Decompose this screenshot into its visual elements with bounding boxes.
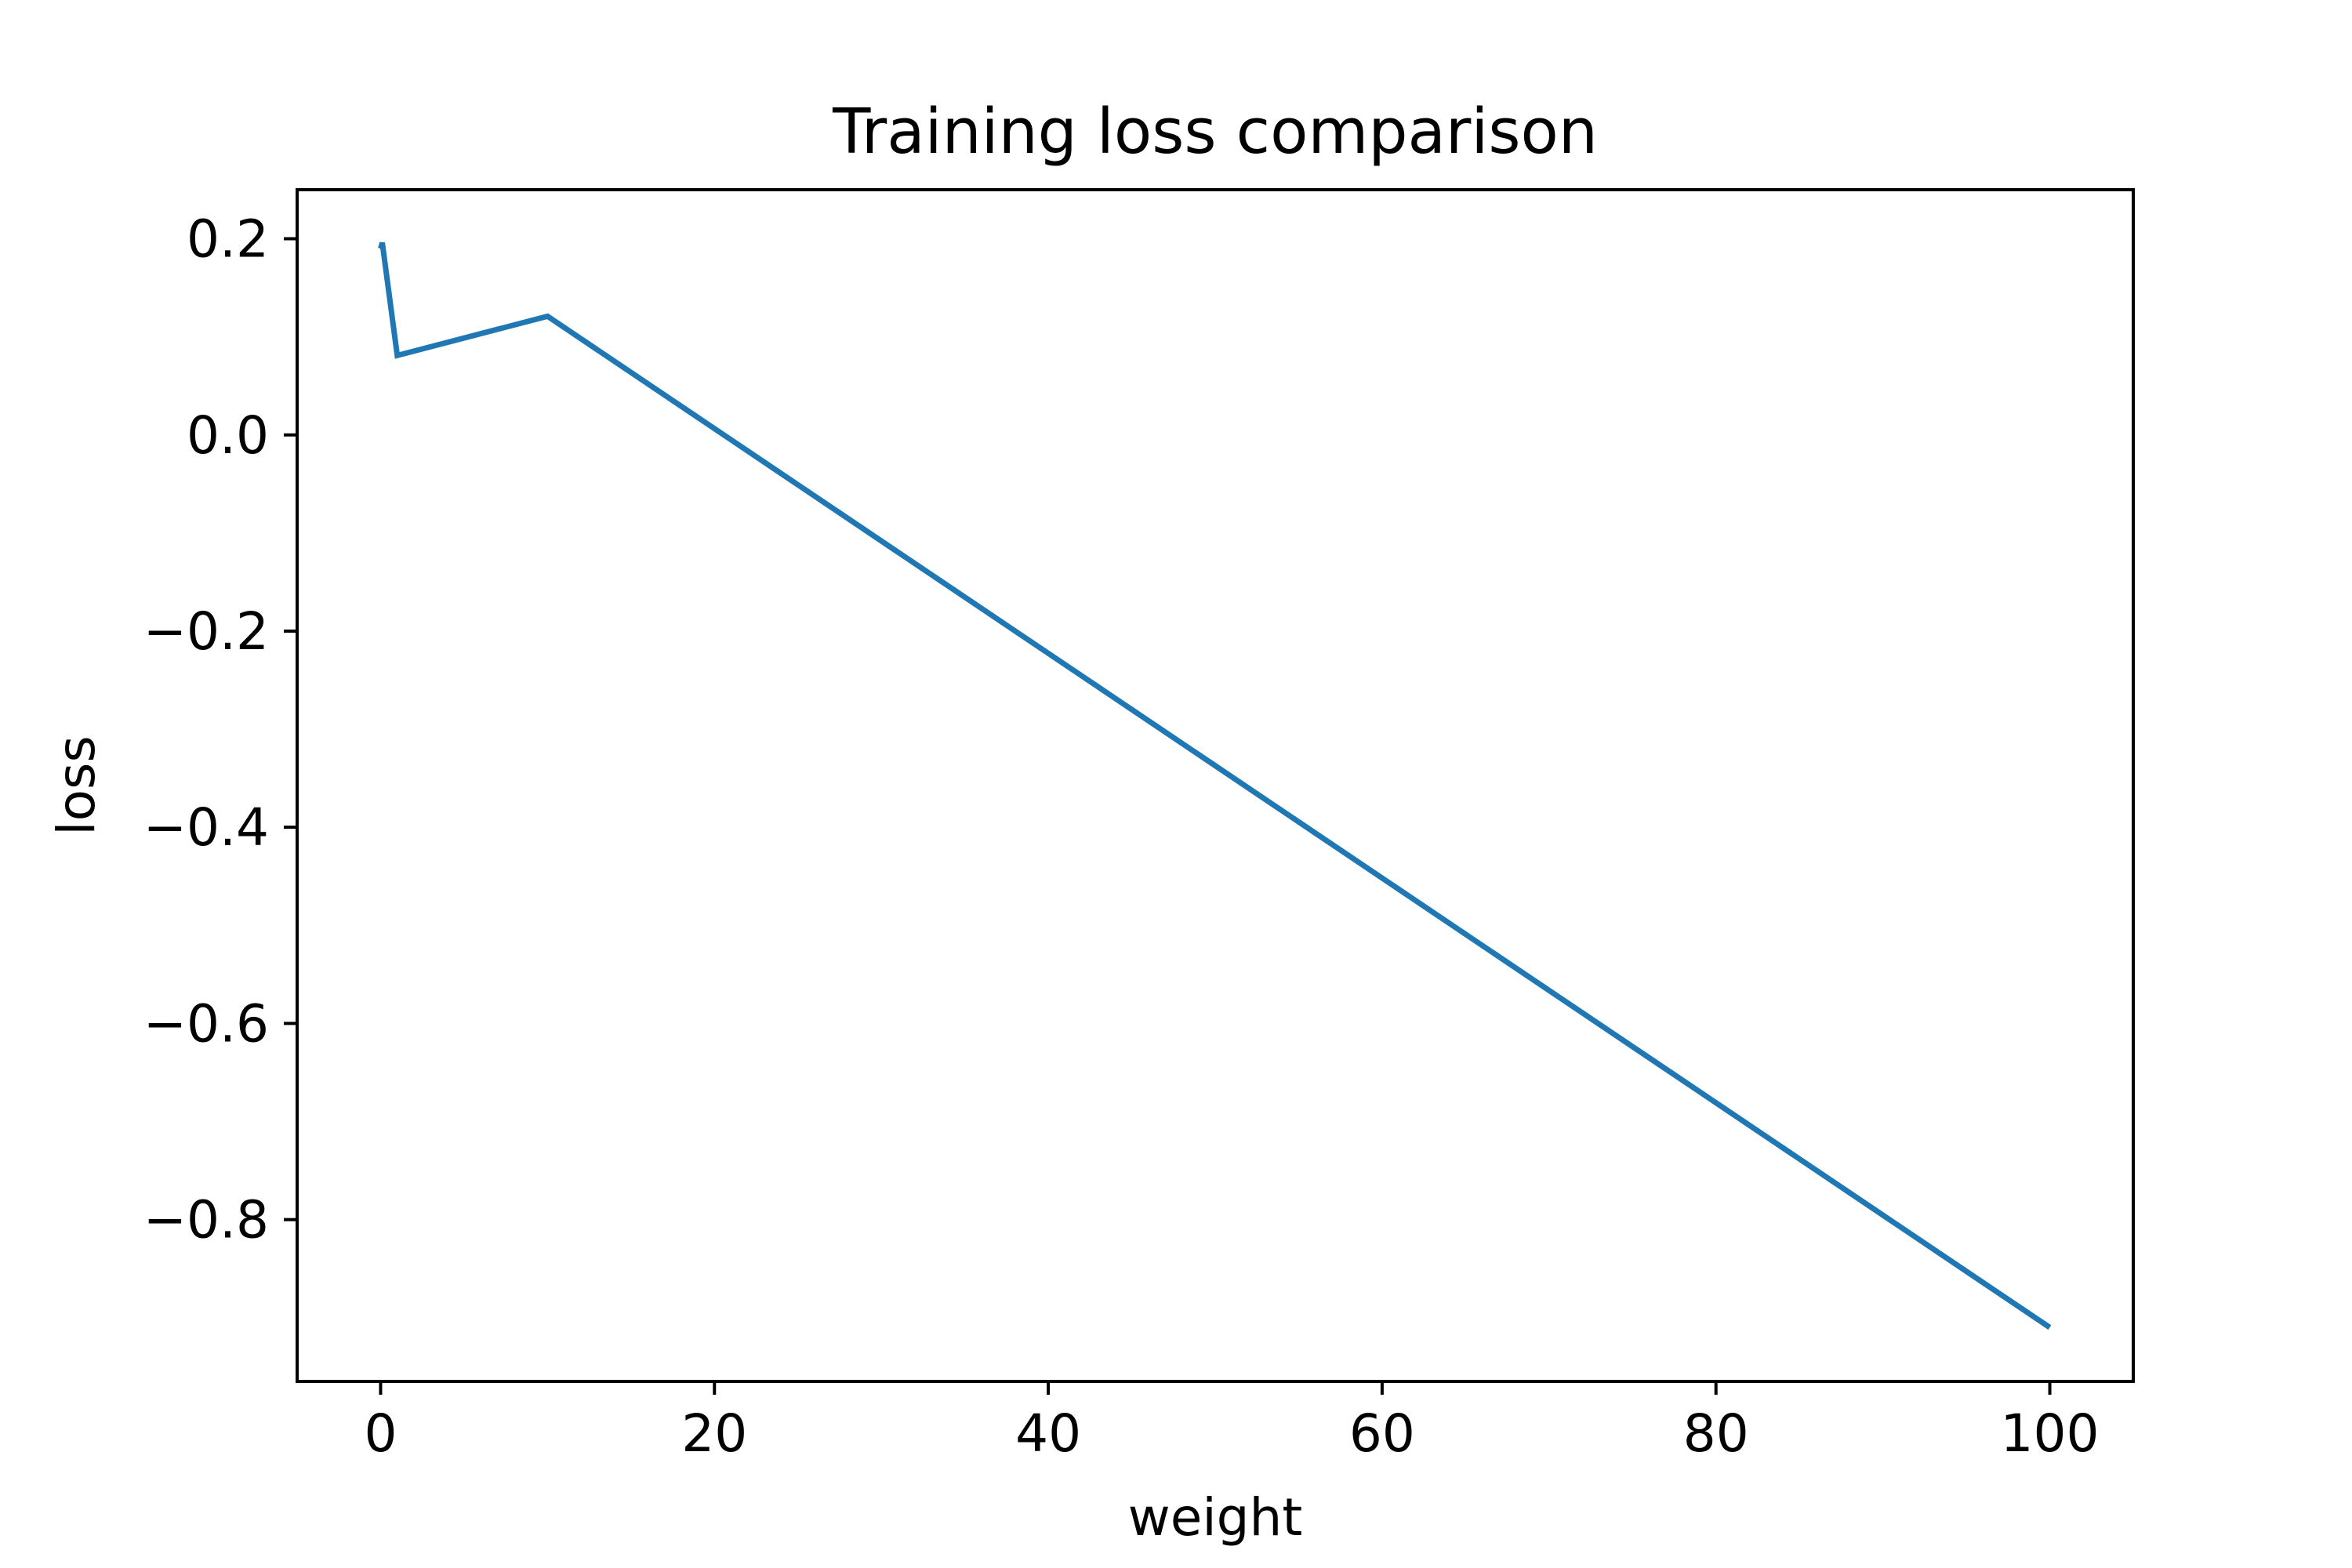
y-tick-label: −0.8 [143, 1190, 269, 1250]
x-tick-label: 60 [1349, 1403, 1415, 1464]
y-tick-label: 0.2 [187, 209, 269, 270]
x-tick-label: 0 [364, 1403, 397, 1464]
plot-area [378, 241, 2052, 1330]
y-tick-label: −0.6 [143, 993, 269, 1054]
axes-frame [296, 188, 2135, 1383]
x-tick-label: 40 [1015, 1403, 1081, 1464]
x-tick-label: 20 [681, 1403, 747, 1464]
y-tick-label: −0.2 [143, 601, 269, 662]
x-axis: 0 20 40 60 80 100 [364, 1381, 2100, 1464]
y-tick-label: 0.0 [187, 405, 269, 466]
chart-title: Training loss comparison [832, 96, 1598, 168]
y-tick-label: −0.4 [143, 797, 269, 858]
x-axis-label: weight [1128, 1487, 1303, 1548]
x-tick-label: 100 [2001, 1403, 2100, 1464]
series-line [378, 241, 2052, 1330]
y-axis: 0.2 0.0 −0.2 −0.4 −0.6 −0.8 [143, 209, 297, 1250]
x-tick-label: 80 [1683, 1403, 1749, 1464]
y-axis-label: loss [46, 735, 107, 836]
